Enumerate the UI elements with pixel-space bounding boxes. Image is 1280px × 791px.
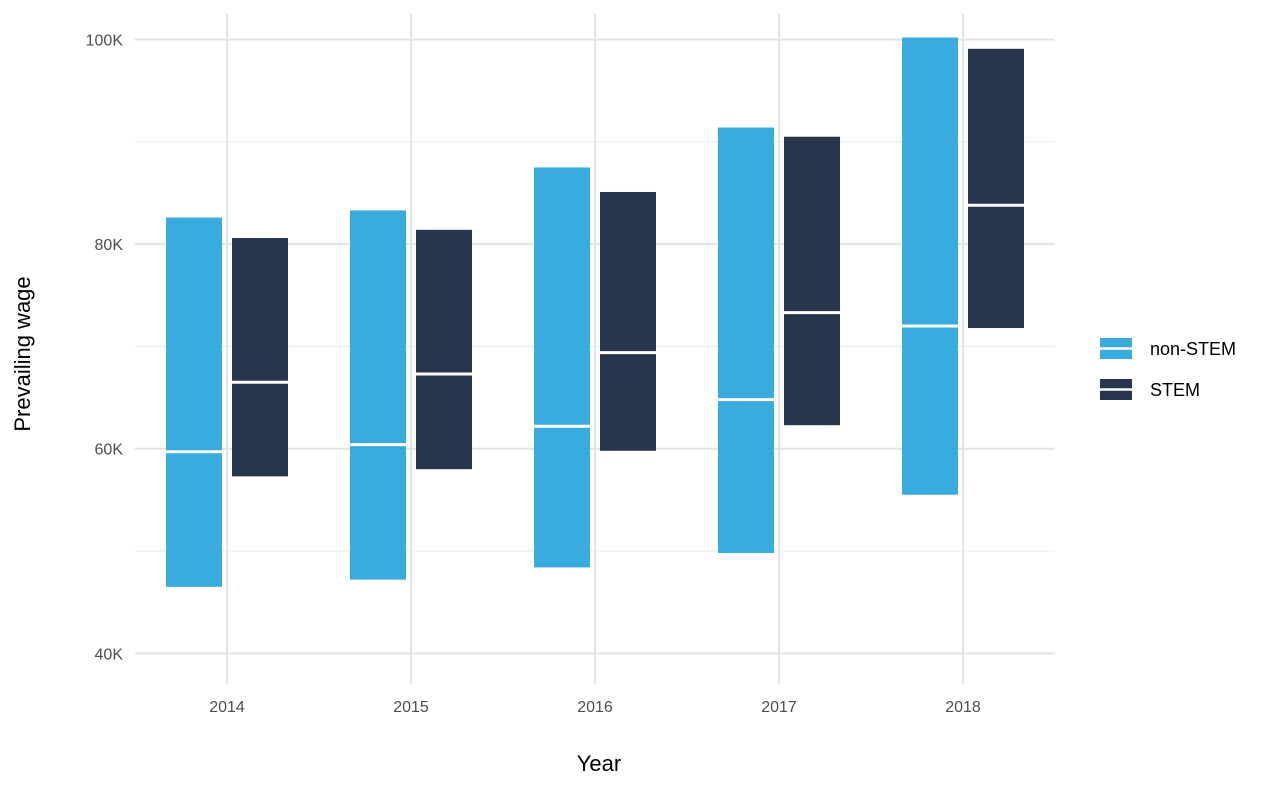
y-tick-label: 100K: [86, 33, 124, 50]
bar-stem-2014: [232, 238, 288, 477]
x-tick-label: 2018: [945, 699, 981, 716]
x-tick-label: 2015: [393, 699, 429, 716]
bar-non-stem-2017: [718, 127, 774, 554]
y-tick-label: 60K: [95, 442, 124, 459]
bar-stem-2017: [784, 136, 840, 426]
x-axis-title: Year: [577, 751, 621, 776]
legend: non-STEM STEM: [1100, 338, 1236, 400]
bar-non-stem-2018: [902, 37, 958, 495]
bar-non-stem-2015: [350, 210, 406, 580]
bar-stem-2016: [600, 191, 656, 451]
x-tick-label: 2016: [577, 699, 613, 716]
bar-stem-2015: [416, 229, 472, 470]
tick-labels: 40K 60K 80K 100K 2014 2015 2016 2017 2018: [86, 33, 981, 716]
bar-stem-2018: [968, 48, 1024, 329]
legend-label-non-stem: non-STEM: [1150, 339, 1236, 359]
legend-label-stem: STEM: [1150, 380, 1200, 400]
y-tick-label: 80K: [95, 237, 124, 254]
y-tick-label: 40K: [95, 646, 124, 663]
grid-lines: [135, 14, 1055, 684]
bar-non-stem-2014: [166, 217, 222, 587]
x-tick-label: 2017: [761, 699, 797, 716]
y-axis-title: Prevailing wage: [10, 276, 35, 431]
bar-series: [166, 37, 1024, 587]
bar-non-stem-2016: [534, 167, 590, 568]
x-tick-label: 2014: [209, 699, 245, 716]
